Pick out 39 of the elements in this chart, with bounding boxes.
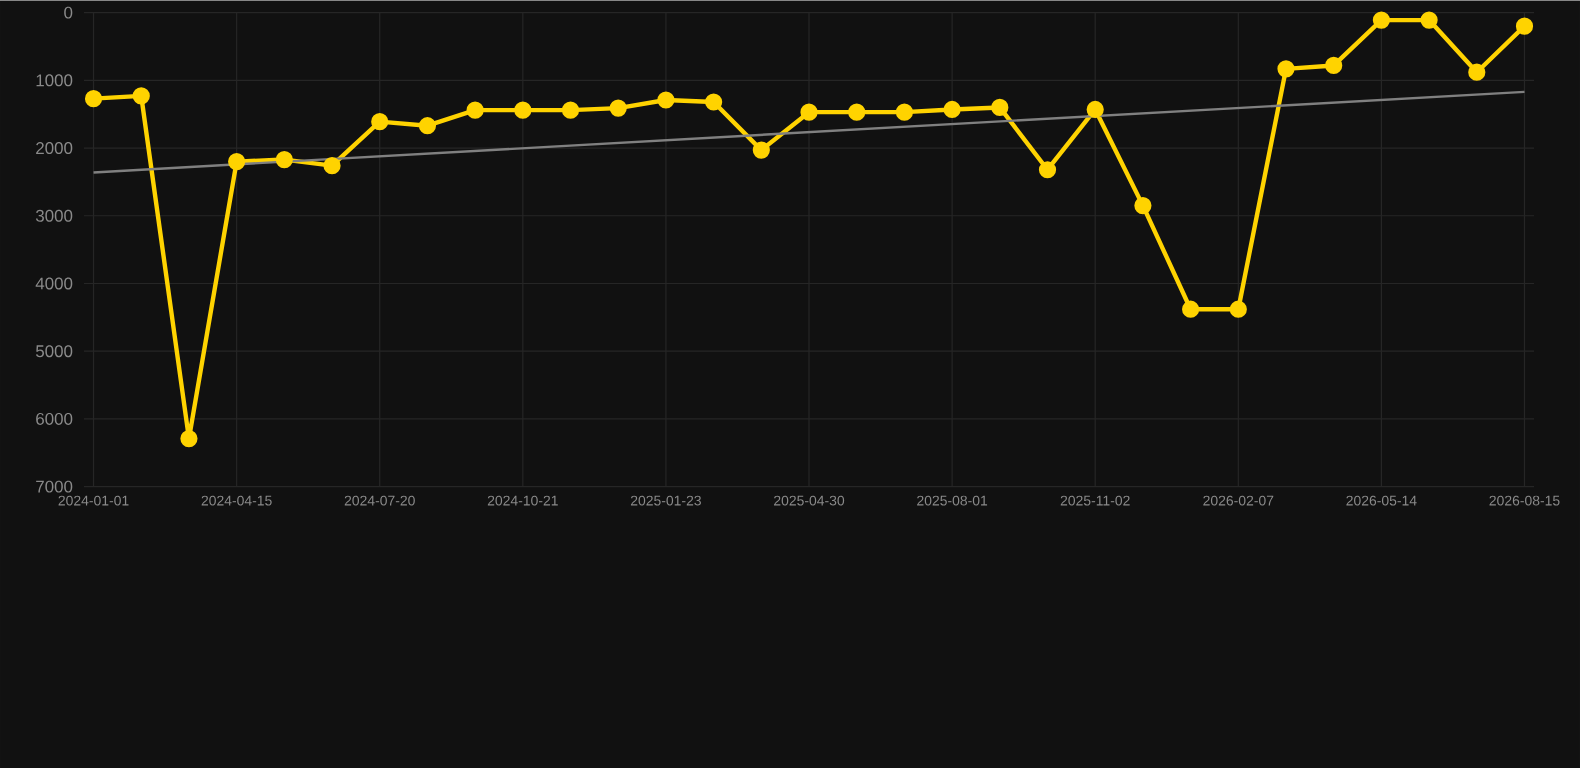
point	[371, 112, 389, 130]
point	[1515, 17, 1534, 35]
y-tick-label: 7000	[36, 480, 73, 493]
y-tick-label: 6000	[36, 412, 73, 425]
point	[84, 89, 103, 107]
point	[657, 91, 675, 109]
point	[514, 101, 532, 119]
point	[180, 429, 198, 447]
point	[466, 101, 484, 119]
point	[1086, 100, 1104, 118]
y-tick-label: 3000	[35, 209, 73, 222]
point	[752, 141, 770, 159]
point	[228, 152, 246, 170]
point	[895, 103, 914, 121]
point	[609, 99, 627, 117]
y-tick-label: 1000	[36, 74, 73, 87]
point	[943, 100, 961, 118]
point	[561, 101, 580, 119]
point	[1182, 300, 1200, 318]
y-tick-label: 2000	[36, 141, 73, 154]
point	[1372, 11, 1390, 29]
point	[418, 116, 437, 134]
point	[800, 103, 818, 121]
point	[1277, 59, 1295, 78]
point	[132, 87, 150, 105]
point	[1468, 63, 1486, 81]
point	[275, 150, 293, 168]
point	[1038, 160, 1057, 179]
point	[1325, 56, 1343, 74]
point	[1134, 196, 1152, 214]
y-tick-label: 5000	[35, 344, 73, 357]
y-tick-label: 0	[64, 6, 73, 19]
y-tick-label: 4000	[35, 277, 73, 290]
point	[848, 103, 866, 121]
point	[705, 93, 723, 111]
point	[1420, 11, 1438, 29]
point	[1229, 300, 1247, 318]
point	[323, 156, 341, 174]
point	[991, 98, 1009, 116]
